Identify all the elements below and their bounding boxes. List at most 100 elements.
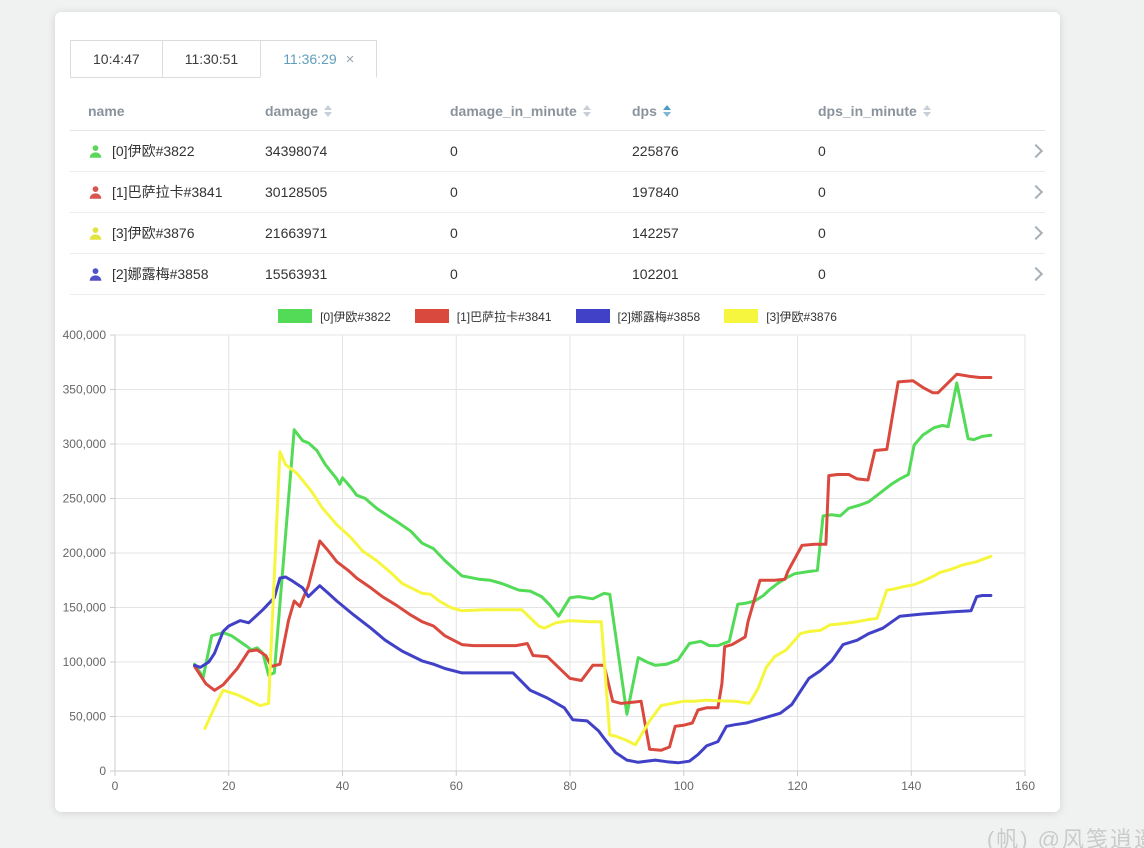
svg-text:400,000: 400,000	[63, 328, 107, 342]
legend-item-0[interactable]: [0]伊欧#3822	[278, 308, 391, 325]
sort-caret-icon[interactable]	[922, 105, 931, 117]
time-tab-2[interactable]: 11:36:29 ×	[260, 40, 378, 78]
row-expand-cell[interactable]	[1015, 184, 1045, 200]
column-header-label: damage	[265, 103, 318, 119]
svg-text:50,000: 50,000	[69, 710, 106, 724]
player-name: [2]娜露梅#3858	[112, 266, 209, 282]
legend-item-1[interactable]: [1]巴萨拉卡#3841	[414, 308, 552, 325]
column-header-dps_in_minute[interactable]: dps_in_minute	[818, 103, 1015, 119]
sort-caret-icon[interactable]	[582, 105, 591, 117]
dps_in_minute-cell: 0	[818, 184, 826, 200]
chevron-right-icon[interactable]	[1028, 184, 1044, 200]
legend-item-3[interactable]: [3]伊欧#3876	[724, 308, 837, 325]
tab-close-icon[interactable]: ×	[345, 50, 355, 68]
row-expand-cell[interactable]	[1015, 143, 1045, 159]
player-name: [0]伊欧#3822	[112, 143, 195, 159]
column-header-label-wrap: dps	[632, 103, 818, 119]
player-icon	[89, 226, 102, 240]
table-row[interactable]: [3]伊欧#3876 21663971 0 142257 0	[70, 213, 1045, 254]
legend-label: [2]娜露梅#3858	[617, 309, 701, 324]
svg-text:160: 160	[1015, 779, 1035, 793]
column-header-label: damage_in_minute	[450, 103, 577, 119]
dps-cell: 142257	[632, 225, 679, 241]
column-header-label-wrap: damage	[265, 103, 450, 119]
damage-cell: 15563931	[265, 266, 328, 282]
app-card: 10:4:47 11:30:51 11:36:29 × name damage damag…	[55, 12, 1060, 812]
column-header-label-wrap: damage_in_minute	[450, 103, 632, 119]
player-icon	[89, 185, 102, 199]
sort-caret-icon[interactable]	[323, 105, 332, 117]
column-header-label-wrap: dps_in_minute	[818, 103, 1015, 119]
column-header-damage[interactable]: damage	[265, 103, 450, 119]
svg-text:80: 80	[563, 779, 577, 793]
sort-caret-down-icon	[662, 112, 671, 117]
legend-item-2[interactable]: [2]娜露梅#3858	[575, 308, 701, 325]
chart-series-2	[193, 575, 993, 765]
row-expand-cell[interactable]	[1015, 266, 1045, 282]
damage_in_minute-cell: 0	[450, 225, 458, 241]
chart-grid	[115, 334, 1026, 771]
svg-text:300,000: 300,000	[63, 437, 107, 451]
player-name-cell: [3]伊欧#3876	[70, 223, 265, 243]
damage_in_minute-cell: 0	[450, 184, 458, 200]
table-row[interactable]: [1]巴萨拉卡#3841 30128505 0 197840 0	[70, 172, 1045, 213]
chart-legend: [0]伊欧#3822 [1]巴萨拉卡#3841 [2]娜露梅#3858 [3]伊欧#3…	[55, 307, 1060, 325]
dps_in_minute-cell: 0	[818, 143, 826, 159]
player-icon	[89, 144, 102, 158]
svg-text:140: 140	[901, 779, 921, 793]
chart-series-3	[203, 450, 993, 747]
table-row[interactable]: [2]娜露梅#3858 15563931 0 102201 0	[70, 254, 1045, 295]
svg-text:120: 120	[787, 779, 807, 793]
sort-caret-up-icon	[922, 105, 931, 110]
damage-cell: 34398074	[265, 143, 328, 159]
player-name-cell: [1]巴萨拉卡#3841	[70, 182, 265, 202]
row-expand-cell[interactable]	[1015, 225, 1045, 241]
time-tab-bar: 10:4:47 11:30:51 11:36:29 ×	[70, 40, 378, 78]
legend-swatch	[414, 309, 449, 323]
svg-text:40: 40	[336, 779, 350, 793]
legend-label: [0]伊欧#3822	[320, 309, 391, 324]
time-tab-0[interactable]: 10:4:47	[70, 40, 163, 78]
column-header-damage_in_minute[interactable]: damage_in_minute	[450, 103, 632, 119]
player-name: [1]巴萨拉卡#3841	[112, 184, 223, 200]
sort-caret-icon[interactable]	[662, 105, 671, 117]
column-header-label: dps_in_minute	[818, 103, 917, 119]
sort-caret-up-icon	[662, 105, 671, 110]
svg-text:350,000: 350,000	[63, 383, 107, 397]
time-tab-1[interactable]: 11:30:51	[161, 40, 262, 78]
dps-line-chart-svg: 0 50,000 100,000 150,000 200,000 250,000 300,0…	[63, 328, 1036, 793]
svg-text:250,000: 250,000	[63, 492, 107, 506]
chevron-right-icon[interactable]	[1028, 225, 1044, 241]
chevron-right-icon[interactable]	[1028, 266, 1044, 282]
player-name-cell: [2]娜露梅#3858	[70, 264, 265, 284]
damage-cell: 30128505	[265, 184, 328, 200]
damage-cell: 21663971	[265, 225, 328, 241]
svg-text:60: 60	[450, 779, 464, 793]
chevron-right-icon[interactable]	[1028, 143, 1044, 159]
sort-caret-down-icon	[323, 112, 332, 117]
svg-text:150,000: 150,000	[63, 601, 107, 615]
chart-series-0	[193, 381, 993, 716]
dps_in_minute-cell: 0	[818, 266, 826, 282]
sort-caret-down-icon	[582, 112, 591, 117]
svg-text:0: 0	[112, 779, 119, 793]
dps-cell: 102201	[632, 266, 679, 282]
svg-text:100,000: 100,000	[63, 655, 107, 669]
player-name-cell: [0]伊欧#3822	[70, 141, 265, 161]
chart-axes	[110, 334, 1026, 776]
legend-label: [3]伊欧#3876	[766, 309, 837, 324]
watermark: (帆) @风笺逍遥	[986, 827, 1144, 848]
column-header-dps[interactable]: dps	[632, 103, 818, 119]
dps-cell: 197840	[632, 184, 679, 200]
player-icon	[89, 267, 102, 281]
column-header-label: name	[88, 103, 125, 119]
legend-swatch	[575, 309, 610, 323]
table-row[interactable]: [0]伊欧#3822 34398074 0 225876 0	[70, 131, 1045, 172]
svg-text:20: 20	[222, 779, 236, 793]
table-body: [0]伊欧#3822 34398074 0 225876 0 [1]巴萨拉卡#3841 30…	[70, 131, 1045, 295]
svg-text:200,000: 200,000	[63, 546, 107, 560]
player-name: [3]伊欧#3876	[112, 225, 195, 241]
legend-swatch	[278, 309, 313, 323]
column-header-label-wrap: name	[88, 103, 125, 119]
time-tab-label: 10:4:47	[93, 51, 140, 67]
